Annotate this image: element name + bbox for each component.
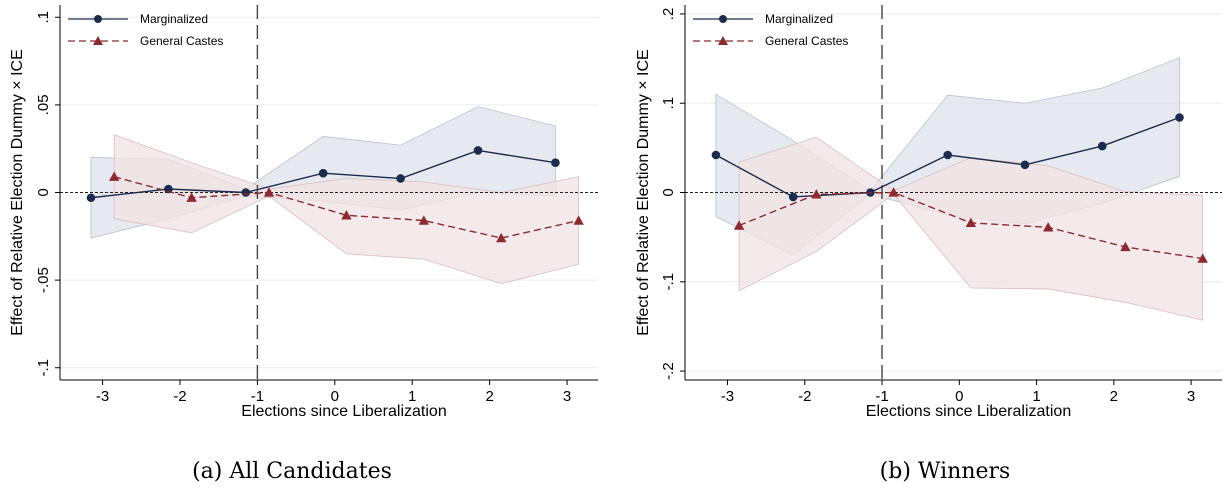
data-point-marginalized — [943, 150, 953, 160]
data-point-marginalized — [164, 184, 173, 194]
x-tick-label: 0 — [955, 388, 963, 405]
data-point-general-castes — [965, 217, 977, 228]
data-point-general-castes — [496, 232, 507, 243]
x-tick-label: 3 — [563, 388, 571, 405]
data-point-marginalized — [1097, 141, 1107, 151]
data-point-marginalized — [788, 192, 798, 202]
data-point-general-castes — [263, 187, 275, 197]
y-tick-label: -.05 — [35, 267, 52, 293]
x-tick-label: -3 — [721, 388, 734, 405]
data-point-general-castes — [108, 171, 120, 181]
panel-caption: (a) All Candidates — [192, 459, 392, 484]
x-tick-label: 0 — [331, 388, 339, 405]
data-point-general-castes — [811, 189, 822, 199]
legend-marker — [719, 15, 727, 23]
x-tick-label: -3 — [96, 388, 109, 405]
y-tick-label: .1 — [35, 11, 52, 24]
data-point-marginalized — [711, 150, 721, 160]
x-tick-label: 3 — [1187, 388, 1195, 405]
x-tick-label: -2 — [798, 388, 811, 405]
y-tick-label: .05 — [35, 94, 52, 115]
x-tick-label: -1 — [251, 388, 264, 405]
ci-band-general-castes — [738, 136, 1204, 321]
x-tick-label: -1 — [875, 388, 888, 405]
data-point-marginalized — [318, 168, 328, 178]
data-point-general-castes — [1197, 253, 1208, 263]
legend-label: Marginalized — [140, 12, 208, 26]
data-point-marginalized — [1175, 113, 1184, 122]
x-tick-label: 2 — [1110, 388, 1118, 405]
data-point-general-castes — [1042, 222, 1054, 232]
data-point-general-castes — [418, 215, 430, 225]
ci-band-general-castes — [113, 134, 580, 285]
data-point-general-castes — [573, 215, 584, 225]
data-point-general-castes — [186, 192, 197, 202]
y-tick-label: -.1 — [660, 273, 677, 291]
panel-a: -.1 -.05 0 .05 .1 -3 -2 -1 0 1 2 3 Elections since L… — [9, 5, 598, 484]
x-tick-label: 2 — [485, 388, 493, 405]
data-point-marginalized — [473, 146, 483, 155]
legend-label: Marginalized — [765, 12, 833, 26]
x-tick-label: -2 — [173, 388, 186, 405]
y-tick-label: 0 — [660, 188, 677, 196]
legend-marker — [93, 36, 103, 45]
legend-label: General Castes — [140, 34, 223, 48]
y-tick-label: -.2 — [660, 362, 677, 380]
data-point-general-castes — [888, 187, 899, 197]
legend-marker — [94, 15, 102, 23]
panel-caption: (b) Winners — [880, 459, 1011, 484]
x-tick-label: 1 — [1032, 388, 1040, 405]
data-point-general-castes — [1120, 241, 1131, 252]
y-tick-label: .2 — [660, 8, 677, 21]
data-point-marginalized — [396, 174, 405, 183]
y-axis-title: Effect of Relative Election Dummy × ICE — [635, 49, 652, 335]
legend-label: General Castes — [765, 34, 848, 48]
y-tick-label: 0 — [35, 188, 52, 196]
data-point-marginalized — [551, 158, 560, 168]
x-axis-title: Elections since Liberalization — [866, 403, 1071, 420]
x-tick-label: 1 — [408, 388, 416, 405]
y-axis-title: Effect of Relative Election Dummy × ICE — [9, 49, 26, 335]
panel-b: -.2 -.1 0 .1 .2 -3 -2 -1 0 1 2 3 Elections since Lib… — [635, 5, 1222, 484]
data-point-marginalized — [86, 193, 96, 203]
y-tick-label: -.1 — [35, 359, 52, 377]
data-point-general-castes — [733, 220, 745, 230]
y-tick-label: .1 — [660, 97, 677, 110]
legend-marker — [718, 36, 728, 45]
data-point-marginalized — [241, 188, 251, 197]
data-point-general-castes — [341, 210, 352, 220]
x-axis-title: Elections since Liberalization — [241, 403, 446, 420]
data-point-marginalized — [1020, 160, 1030, 170]
